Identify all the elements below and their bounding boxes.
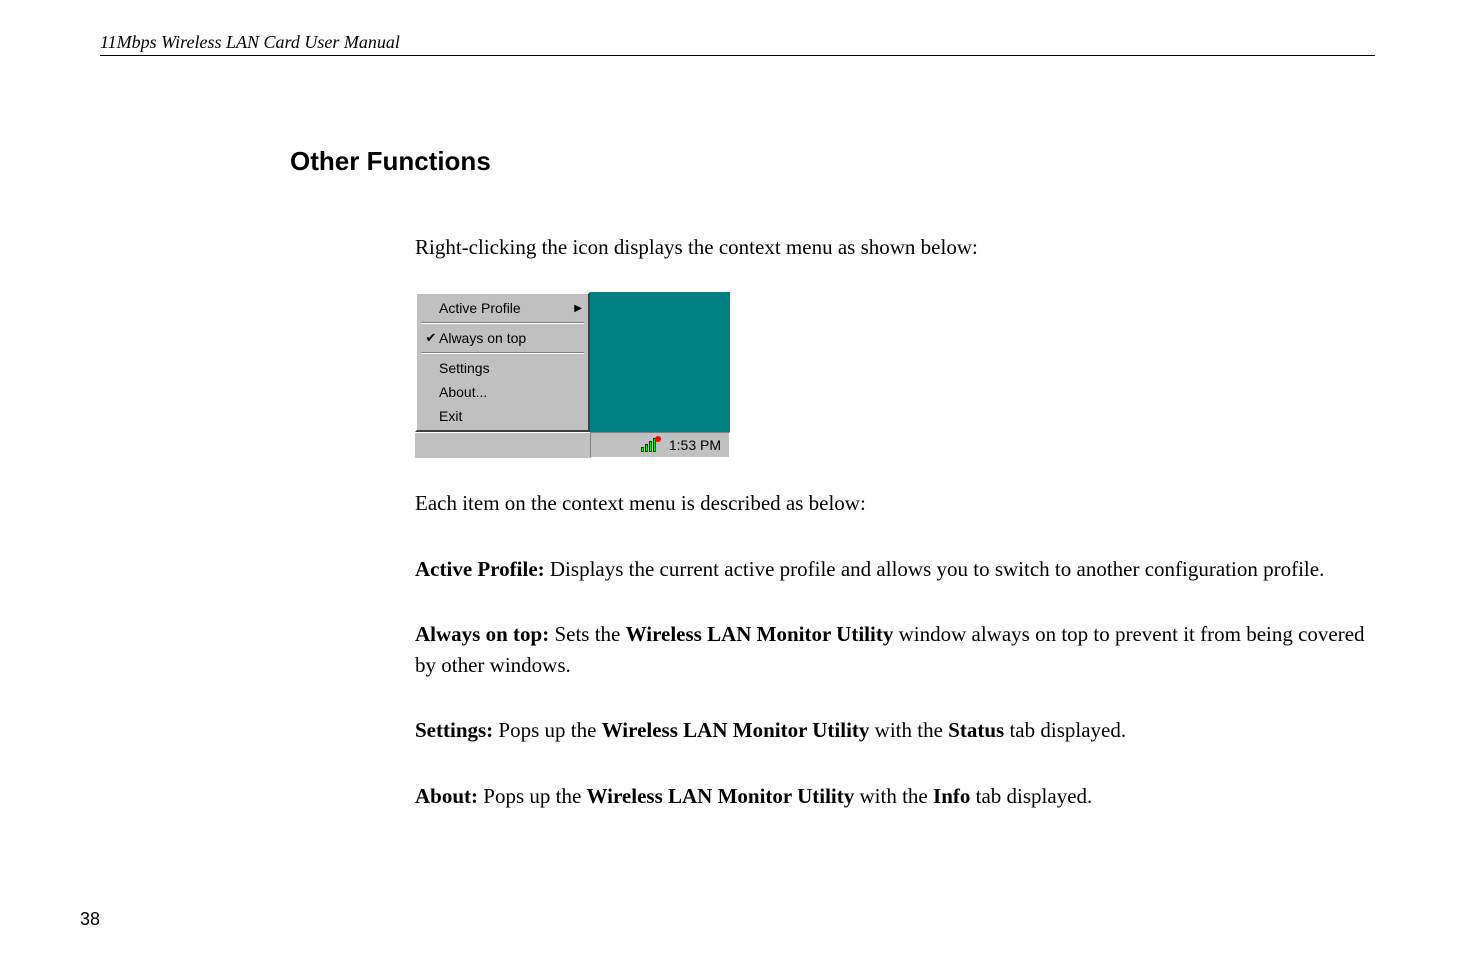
- item-bold: Info: [933, 784, 970, 808]
- menu-label: Active Profile: [439, 300, 570, 316]
- item-bold: Wireless LAN Monitor Utility: [587, 784, 855, 808]
- taskbar-left: [415, 432, 590, 458]
- item-text: tab displayed.: [1004, 718, 1126, 742]
- item-active-profile: Active Profile: Displays the current act…: [415, 554, 1365, 584]
- menu-label: Always on top: [439, 330, 582, 346]
- menu-item-always-on-top[interactable]: ✔ Always on top: [419, 326, 586, 350]
- item-always-on-top: Always on top: Sets the Wireless LAN Mon…: [415, 619, 1365, 680]
- submenu-arrow-icon: ▶: [574, 303, 582, 314]
- item-label: About:: [415, 784, 478, 808]
- signal-bar: [649, 441, 652, 452]
- item-text: Pops up the: [478, 784, 587, 808]
- menu-separator: [421, 352, 584, 354]
- menu-item-exit[interactable]: Exit: [419, 404, 586, 428]
- item-settings: Settings: Pops up the Wireless LAN Monit…: [415, 715, 1365, 745]
- menu-label: About...: [439, 384, 582, 400]
- item-about: About: Pops up the Wireless LAN Monitor …: [415, 781, 1365, 811]
- menu-label: Exit: [439, 408, 582, 424]
- system-tray: 1:53 PM: [590, 432, 730, 458]
- item-text: with the: [869, 718, 948, 742]
- menu-item-about[interactable]: About...: [419, 380, 586, 404]
- menu-label: Settings: [439, 360, 582, 376]
- signal-bar: [641, 447, 644, 452]
- section-title: Other Functions: [290, 146, 1375, 177]
- page-number: 38: [80, 909, 100, 930]
- item-label: Always on top:: [415, 622, 549, 646]
- description-intro: Each item on the context menu is describ…: [415, 488, 1365, 518]
- item-text: with the: [854, 784, 933, 808]
- clock: 1:53 PM: [669, 437, 721, 453]
- item-text: Sets the: [549, 622, 625, 646]
- menu-item-active-profile[interactable]: Active Profile ▶: [419, 296, 586, 320]
- item-text: Pops up the: [493, 718, 602, 742]
- running-header: 11Mbps Wireless LAN Card User Manual: [100, 32, 1375, 56]
- intro-text: Right-clicking the icon displays the con…: [415, 232, 1365, 262]
- desktop-background: [590, 292, 730, 432]
- wireless-signal-icon[interactable]: [641, 438, 661, 452]
- item-bold: Wireless LAN Monitor Utility: [602, 718, 870, 742]
- context-menu-figure: Active Profile ▶ ✔ Always on top Setting…: [415, 292, 730, 458]
- item-text: Displays the current active profile and …: [545, 557, 1325, 581]
- menu-separator: [421, 322, 584, 324]
- taskbar: 1:53 PM: [415, 432, 730, 458]
- context-menu: Active Profile ▶ ✔ Always on top Setting…: [415, 292, 590, 432]
- item-text: tab displayed.: [970, 784, 1092, 808]
- menu-item-settings[interactable]: Settings: [419, 356, 586, 380]
- checkmark-icon: ✔: [423, 330, 439, 346]
- item-bold: Status: [948, 718, 1004, 742]
- signal-bar: [645, 444, 648, 452]
- status-led-icon: [655, 436, 661, 442]
- item-bold: Wireless LAN Monitor Utility: [626, 622, 894, 646]
- item-label: Settings:: [415, 718, 493, 742]
- item-label: Active Profile:: [415, 557, 545, 581]
